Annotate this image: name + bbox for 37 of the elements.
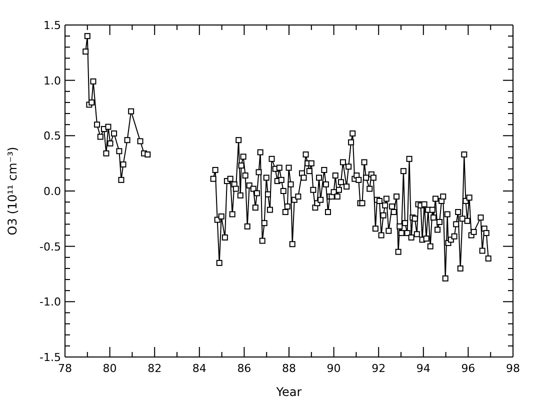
point — [90, 78, 96, 84]
y-tick-label: -1.5 — [40, 351, 61, 364]
y-tick-label: 0.5 — [44, 130, 61, 143]
point — [105, 124, 112, 130]
x-tick-label: 96 — [461, 362, 476, 375]
point — [88, 99, 95, 106]
point — [94, 122, 100, 128]
x-tick-label: 90 — [326, 362, 341, 375]
x-axis-title: Year — [275, 385, 302, 398]
y-tick-label: -0.5 — [40, 240, 61, 254]
y-tick-label: 1.0 — [44, 74, 61, 88]
y-tick-label: 0.0 — [44, 185, 61, 198]
x-tick-label: 94 — [416, 362, 430, 375]
point — [82, 48, 89, 55]
y-axis-title: O3 (10¹¹ cm⁻³) — [5, 146, 20, 236]
point — [103, 150, 110, 156]
point — [137, 138, 144, 144]
x-tick-label: 80 — [102, 362, 117, 375]
point — [120, 161, 126, 168]
point — [116, 148, 122, 154]
point — [128, 108, 134, 114]
point — [97, 134, 104, 140]
y-tick-label: 1.5 — [44, 19, 61, 32]
x-tick-label: 78 — [58, 362, 72, 375]
point — [144, 151, 151, 158]
x-tick-label: 84 — [192, 362, 206, 375]
point — [111, 130, 118, 136]
x-tick-label: 86 — [237, 362, 252, 375]
x-tick-label: 82 — [148, 362, 162, 375]
point — [118, 176, 124, 183]
x-tick-label: 92 — [372, 362, 386, 375]
point — [84, 33, 90, 40]
point — [107, 140, 114, 146]
x-tick-label: 98 — [506, 362, 520, 375]
y-tick-label: -1.0 — [40, 296, 61, 309]
x-tick-label: 88 — [282, 362, 296, 375]
point — [124, 137, 130, 144]
